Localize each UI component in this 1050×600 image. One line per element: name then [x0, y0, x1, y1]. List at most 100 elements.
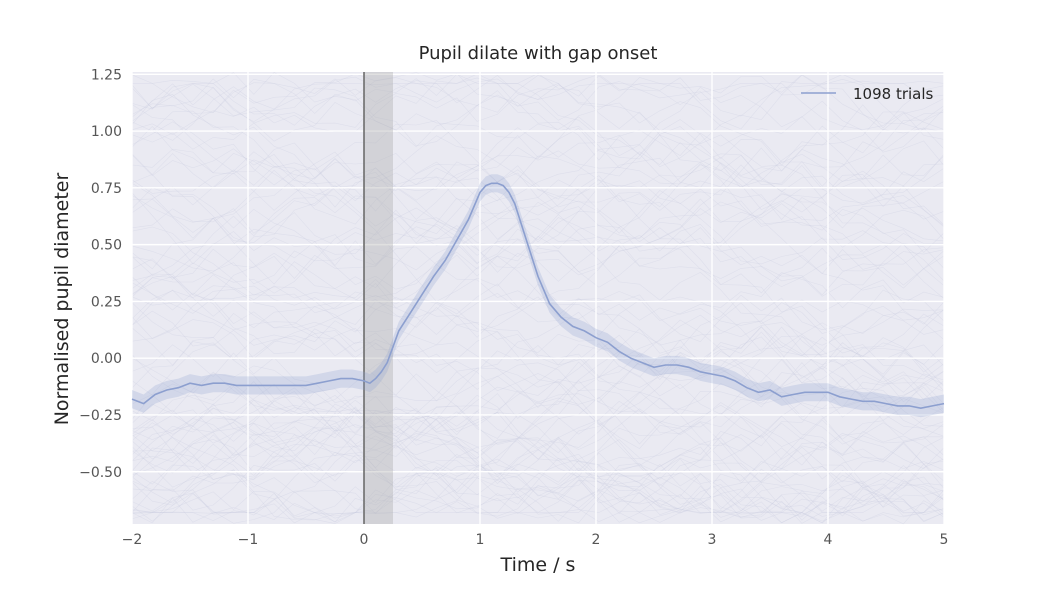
trial-trace [131, 126, 945, 298]
trial-trace [131, 83, 945, 213]
trial-trace [131, 273, 945, 415]
trial-trace [131, 430, 945, 500]
trial-trace [131, 134, 945, 248]
trial-trace [132, 72, 945, 168]
trial-trace [131, 381, 945, 522]
trial-trace [131, 111, 945, 294]
trial-trace [131, 416, 945, 524]
trial-trace [131, 86, 945, 233]
chart-title: Pupil dilate with gap onset [419, 43, 658, 64]
trial-trace [131, 254, 945, 373]
trial-trace [131, 352, 945, 514]
trial-trace [131, 387, 945, 515]
trial-trace [131, 336, 945, 476]
trial-trace [131, 413, 945, 514]
y-tick-label: −0.50 [79, 465, 122, 481]
trial-trace [131, 437, 945, 517]
individual-trial-traces [131, 72, 945, 525]
trial-trace [131, 394, 945, 522]
trial-trace [131, 121, 945, 213]
trial-trace [131, 404, 944, 517]
y-tick-label: 0.50 [91, 238, 122, 254]
trial-trace [131, 192, 945, 366]
trial-trace [131, 178, 945, 302]
x-tick-label: 4 [824, 532, 833, 548]
trial-trace [131, 120, 945, 204]
trial-trace [131, 357, 945, 448]
x-tick-label: 0 [360, 532, 369, 548]
trial-trace [131, 73, 945, 226]
trial-trace [131, 147, 945, 253]
trial-trace [131, 153, 945, 266]
trial-trace [131, 73, 945, 299]
trial-trace [131, 148, 945, 361]
trial-trace [131, 342, 945, 476]
trial-trace [131, 446, 945, 518]
x-tick-label: 1 [476, 532, 485, 548]
x-tick-label: 5 [940, 532, 949, 548]
x-tick-label: −2 [122, 532, 143, 548]
trial-trace [131, 330, 945, 510]
trial-trace [131, 289, 945, 496]
y-tick-label: −0.25 [79, 408, 122, 424]
tick-labels: −2 −1 0 1 2 3 4 5 −0.50 −0.25 0.00 0.25 0.50 0.75 1.00… [79, 67, 948, 548]
trial-trace [131, 74, 945, 131]
x-tick-label: 2 [592, 532, 601, 548]
trial-trace [131, 395, 945, 506]
series-line [131, 182, 945, 410]
grid-lines [131, 72, 945, 524]
trial-trace [131, 73, 945, 239]
trial-trace [131, 247, 945, 350]
trial-trace [131, 400, 945, 524]
trial-trace [131, 371, 945, 524]
x-tick-label: −1 [238, 532, 259, 548]
trial-trace [131, 469, 945, 524]
trial-trace [131, 457, 945, 522]
trial-trace [131, 396, 945, 523]
trial-trace [131, 419, 945, 524]
trial-trace [131, 389, 945, 489]
trial-trace [131, 383, 945, 517]
trial-trace [131, 294, 945, 411]
trial-trace [131, 77, 945, 140]
trial-trace [131, 153, 945, 325]
confidence-band [132, 174, 944, 418]
trial-trace [131, 380, 945, 482]
trial-trace [131, 444, 945, 524]
plot-area [132, 72, 944, 524]
trial-trace [131, 73, 945, 189]
trial-trace [131, 476, 945, 523]
legend-label: 1098 trials [853, 85, 934, 103]
trial-trace [131, 218, 945, 414]
y-tick-label: 0.75 [91, 181, 122, 197]
trial-trace [131, 283, 945, 389]
y-tick-label: 1.00 [91, 124, 122, 140]
trial-trace [131, 302, 945, 414]
trial-trace [131, 313, 945, 443]
trial-trace [131, 351, 945, 463]
trial-trace [131, 226, 945, 399]
trial-trace [131, 177, 945, 290]
trial-trace [131, 94, 945, 243]
legend: 1098 trials [801, 85, 934, 103]
trial-trace [131, 110, 945, 244]
x-axis-label: Time / s [500, 554, 576, 576]
trial-trace [131, 302, 945, 431]
trial-trace [131, 181, 945, 281]
trial-trace [131, 73, 945, 166]
trial-trace [131, 188, 945, 282]
trial-trace [131, 72, 945, 180]
trial-trace [131, 78, 945, 148]
series-layer [131, 174, 945, 418]
trial-trace [131, 391, 945, 513]
trial-trace [131, 418, 945, 524]
trial-trace [131, 349, 945, 520]
trial-trace [131, 111, 945, 194]
gap-interval-shading [363, 72, 393, 524]
trial-trace [131, 405, 945, 516]
y-tick-label: 1.25 [91, 67, 122, 83]
trial-trace [131, 104, 945, 309]
trial-trace [131, 182, 945, 319]
trial-trace [131, 411, 945, 513]
